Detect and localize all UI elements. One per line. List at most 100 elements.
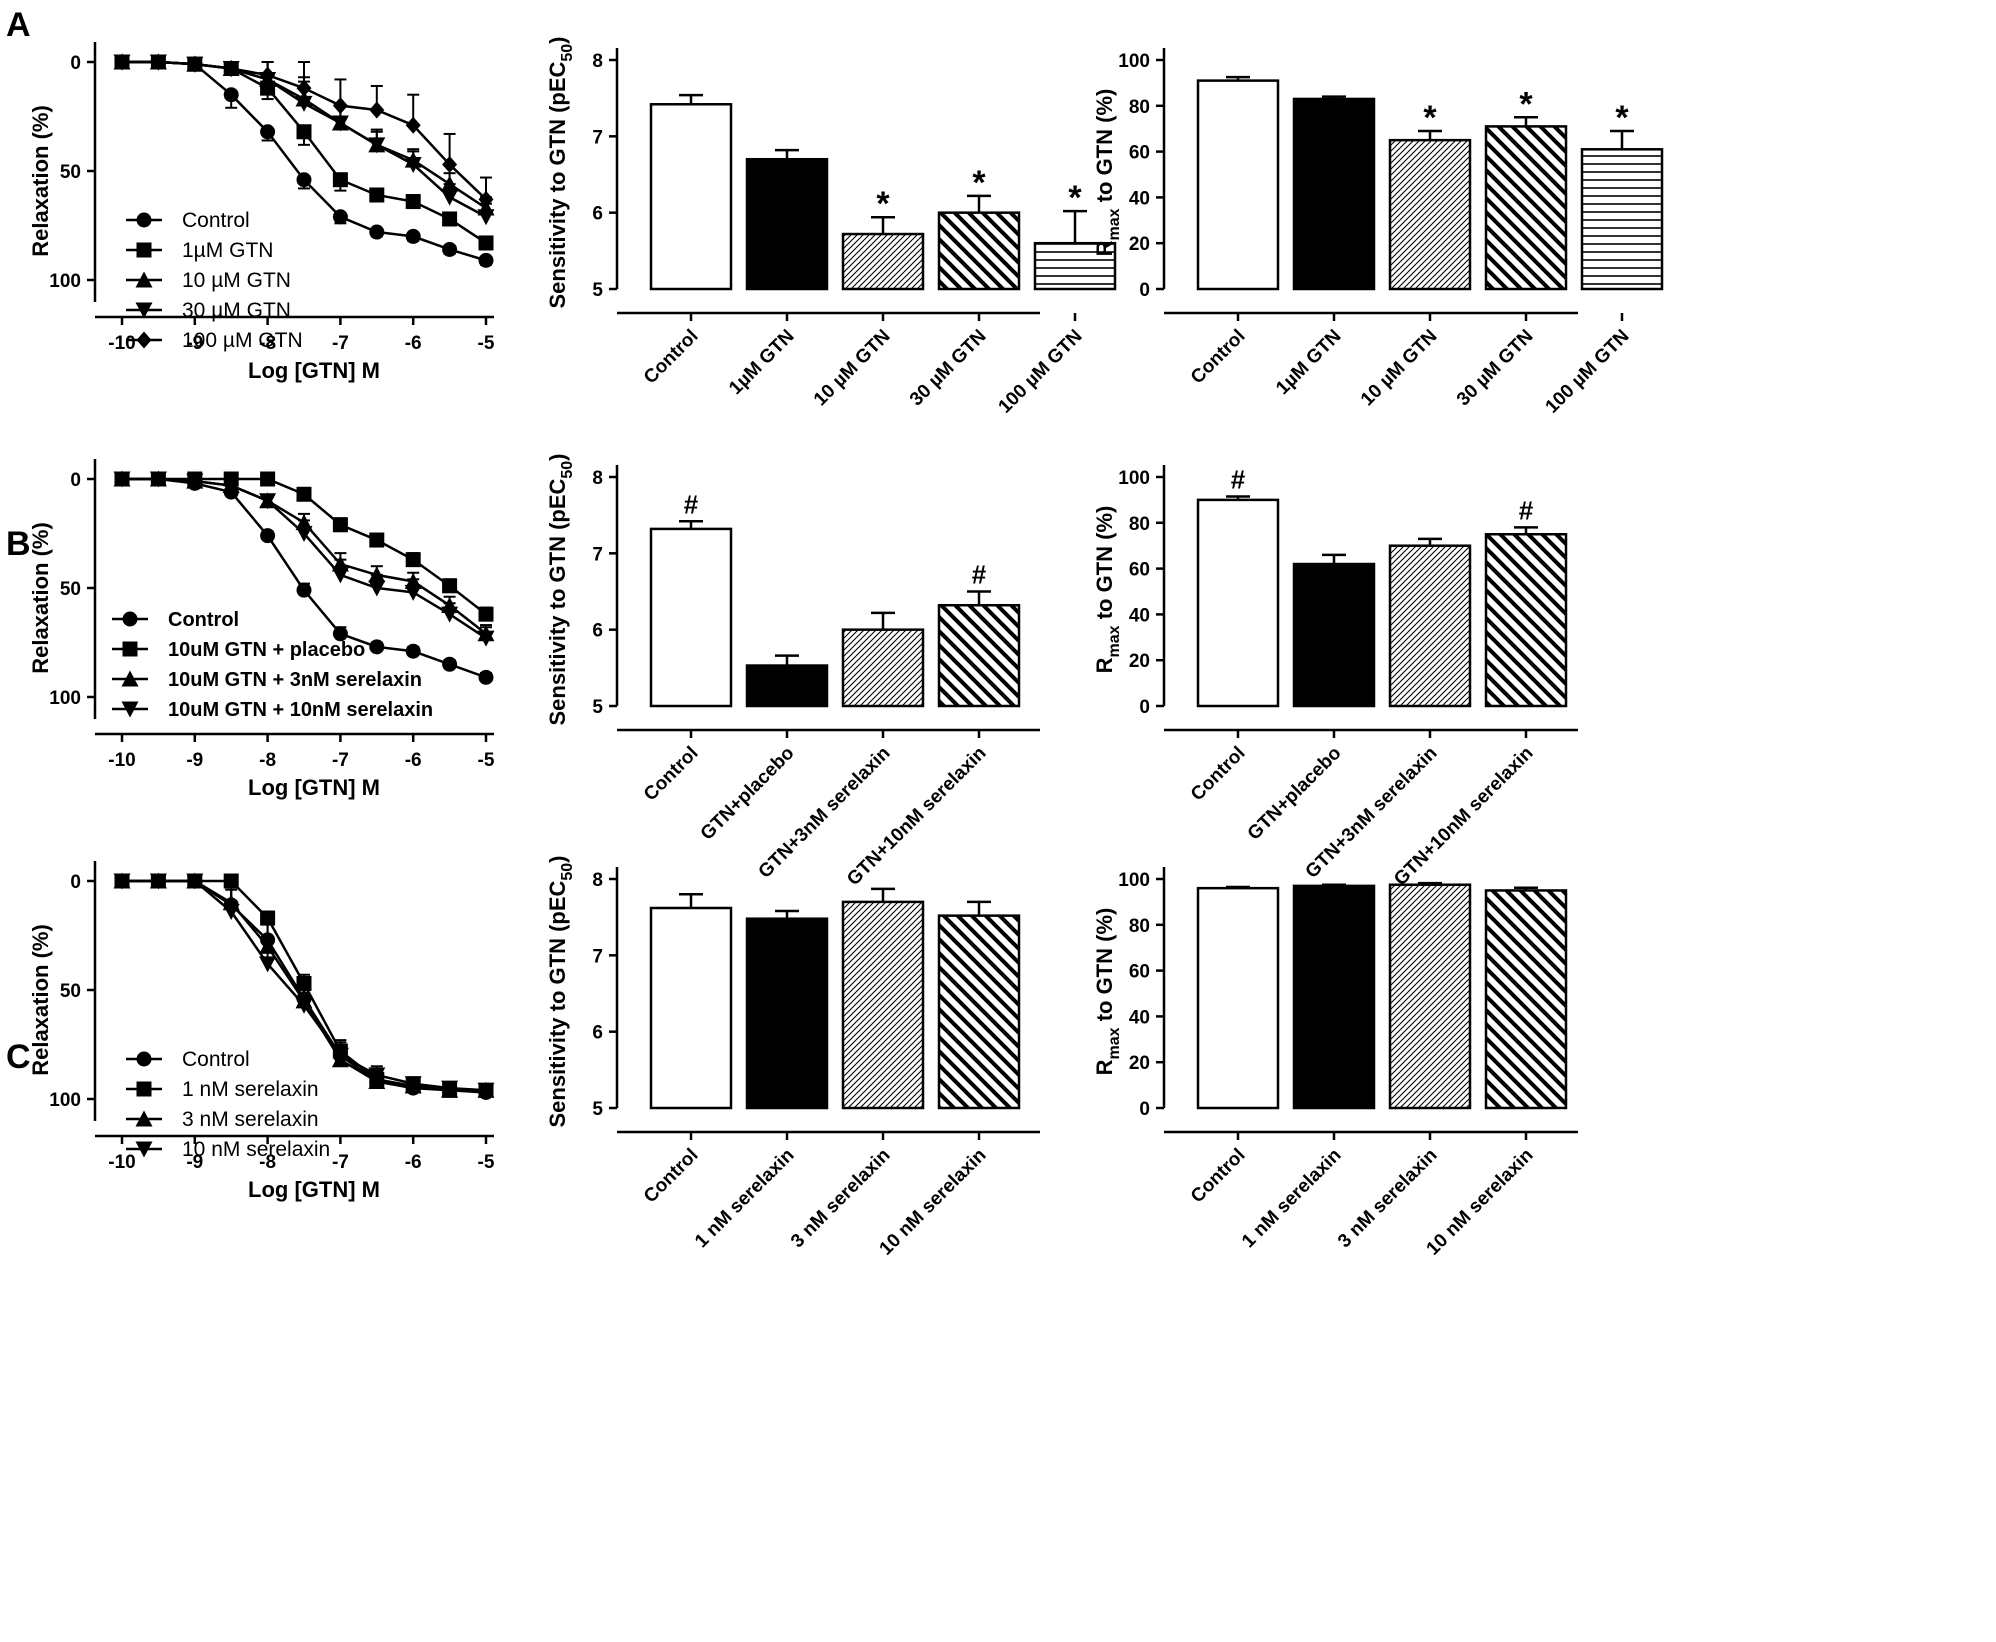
bar-30-m-gtn — [937, 211, 1021, 291]
data-point — [296, 124, 312, 140]
y-tick-label: 50 — [60, 162, 81, 183]
bar-control — [649, 527, 733, 708]
data-point — [332, 97, 348, 115]
data-point — [478, 606, 494, 622]
legend-item-control: Control — [126, 209, 250, 232]
data-point — [442, 241, 458, 257]
category-label: 10 nM serelaxin — [1423, 1145, 1538, 1260]
significance-asterisk: * — [1423, 99, 1437, 137]
data-point — [404, 1076, 422, 1093]
legend-item-3-nm-serelaxin: 3 nM serelaxin — [126, 1108, 319, 1131]
legend-item-1-m-gtn: 1µM GTN — [126, 239, 273, 262]
y-axis-title: Rmax to GTN (%) — [1092, 89, 1123, 257]
significance-hash: # — [972, 560, 987, 590]
data-point — [187, 55, 203, 73]
bar-1-nm-serelaxin — [1292, 884, 1376, 1110]
bar-control — [649, 906, 733, 1110]
data-point — [442, 155, 458, 173]
y-tick-label: 8 — [592, 468, 603, 489]
category-label: 1 nM serelaxin — [1238, 1145, 1345, 1252]
category-label: Control — [1187, 743, 1250, 806]
series-100-m-gtn — [114, 53, 494, 208]
series-10-nm-serelaxin — [113, 873, 495, 1099]
y-tick-label: 0 — [1139, 1099, 1150, 1120]
data-point — [113, 471, 131, 488]
legend-label: 1µM GTN — [182, 239, 273, 262]
y-tick-label: 6 — [592, 204, 603, 225]
dose-response-chart-c: 0 50 100 -10 -9 -8 -7 -6 -5 Log [GTN] M Relaxation… — [28, 861, 495, 1202]
y-tick-label: 5 — [592, 697, 603, 718]
data-point — [405, 228, 421, 244]
data-point — [442, 578, 458, 594]
significance-hash: # — [1519, 495, 1534, 525]
legend-label: 10uM GTN + 10nM serelaxin — [168, 699, 433, 721]
panel-label-a: A — [6, 6, 31, 44]
data-point — [332, 172, 348, 188]
y-axis-title-end: ) — [545, 453, 570, 460]
data-point — [260, 528, 276, 544]
y-tick-label: 0 — [70, 53, 81, 74]
bar-3-nm-serelaxin — [1388, 883, 1472, 1110]
legend-label: 10uM GTN + 3nM serelaxin — [168, 669, 422, 691]
y-tick-label: 7 — [592, 127, 603, 148]
y-tick-label: 100 — [1118, 870, 1150, 891]
legend-item-10um-gtn-3nm-serelaxin: 10uM GTN + 3nM serelaxin — [112, 669, 422, 691]
data-point — [368, 1067, 386, 1084]
y-tick-label: 20 — [1129, 651, 1150, 672]
data-point — [405, 552, 421, 568]
data-point — [478, 235, 494, 251]
data-point — [295, 526, 313, 542]
data-point — [477, 1082, 495, 1099]
x-axis-title: Log [GTN] M — [248, 1177, 380, 1202]
data-point — [113, 873, 131, 890]
y-axis-title: Sensitivity to GTN (pEC50) — [545, 36, 576, 308]
bar-control — [1196, 79, 1280, 291]
y-tick-label: 40 — [1129, 188, 1150, 209]
category-label: 10 nM serelaxin — [876, 1145, 991, 1260]
bar-gtn-10nm-serelaxin — [937, 603, 1021, 708]
bar-chart-a-sensitivity: 5 6 7 8 Sensitivity to GTN (pEC50) Control 1µM… — [545, 36, 1117, 418]
category-label: 1µM GTN — [1272, 326, 1345, 399]
bar-10-m-gtn — [841, 232, 925, 291]
data-point — [223, 87, 239, 103]
data-point — [295, 997, 313, 1014]
x-tick-label: -7 — [332, 1152, 349, 1173]
y-tick-label: 20 — [1129, 1053, 1150, 1074]
category-label: 30 µM GTN — [1453, 326, 1538, 411]
x-tick-label: -10 — [108, 1152, 135, 1173]
category-label: 30 µM GTN — [906, 326, 991, 411]
y-axis-title-end: ) — [545, 855, 570, 862]
data-point — [150, 53, 166, 71]
bar-control — [1196, 886, 1280, 1110]
category-label: Control — [640, 743, 703, 806]
y-tick-label: 40 — [1129, 605, 1150, 626]
category-label: 10 µM GTN — [810, 326, 895, 411]
data-point — [149, 471, 167, 488]
legend-label: 3 nM serelaxin — [182, 1108, 319, 1131]
bar-gtn-placebo — [1292, 562, 1376, 708]
y-tick-label: 6 — [592, 621, 603, 642]
data-point — [296, 582, 312, 598]
x-tick-label: -8 — [259, 750, 276, 771]
bar-control — [649, 103, 733, 291]
data-point — [404, 584, 422, 601]
legend-item-control: Control — [126, 1048, 250, 1071]
y-axis-title-sub: 50 — [559, 44, 576, 62]
y-axis-title-sub: max — [1106, 625, 1123, 657]
x-tick-label: -9 — [186, 750, 203, 771]
legend-item-10um-gtn-placebo: 10uM GTN + placebo — [112, 639, 365, 661]
legend-item-control: Control — [112, 609, 239, 631]
data-point — [295, 95, 313, 112]
y-tick-label: 5 — [592, 1099, 603, 1120]
panel-label-c: C — [6, 1038, 31, 1076]
bar-gtn-3nm-serelaxin — [1388, 544, 1472, 708]
x-tick-label: -8 — [259, 333, 276, 354]
data-point — [260, 471, 276, 487]
legend-label: 10uM GTN + placebo — [168, 639, 365, 661]
data-point — [296, 79, 312, 97]
x-axis-title: Log [GTN] M — [248, 358, 380, 383]
y-tick-label: 0 — [1139, 280, 1150, 301]
y-axis-title: Relaxation (%) — [28, 924, 53, 1076]
legend-marker — [122, 641, 138, 657]
